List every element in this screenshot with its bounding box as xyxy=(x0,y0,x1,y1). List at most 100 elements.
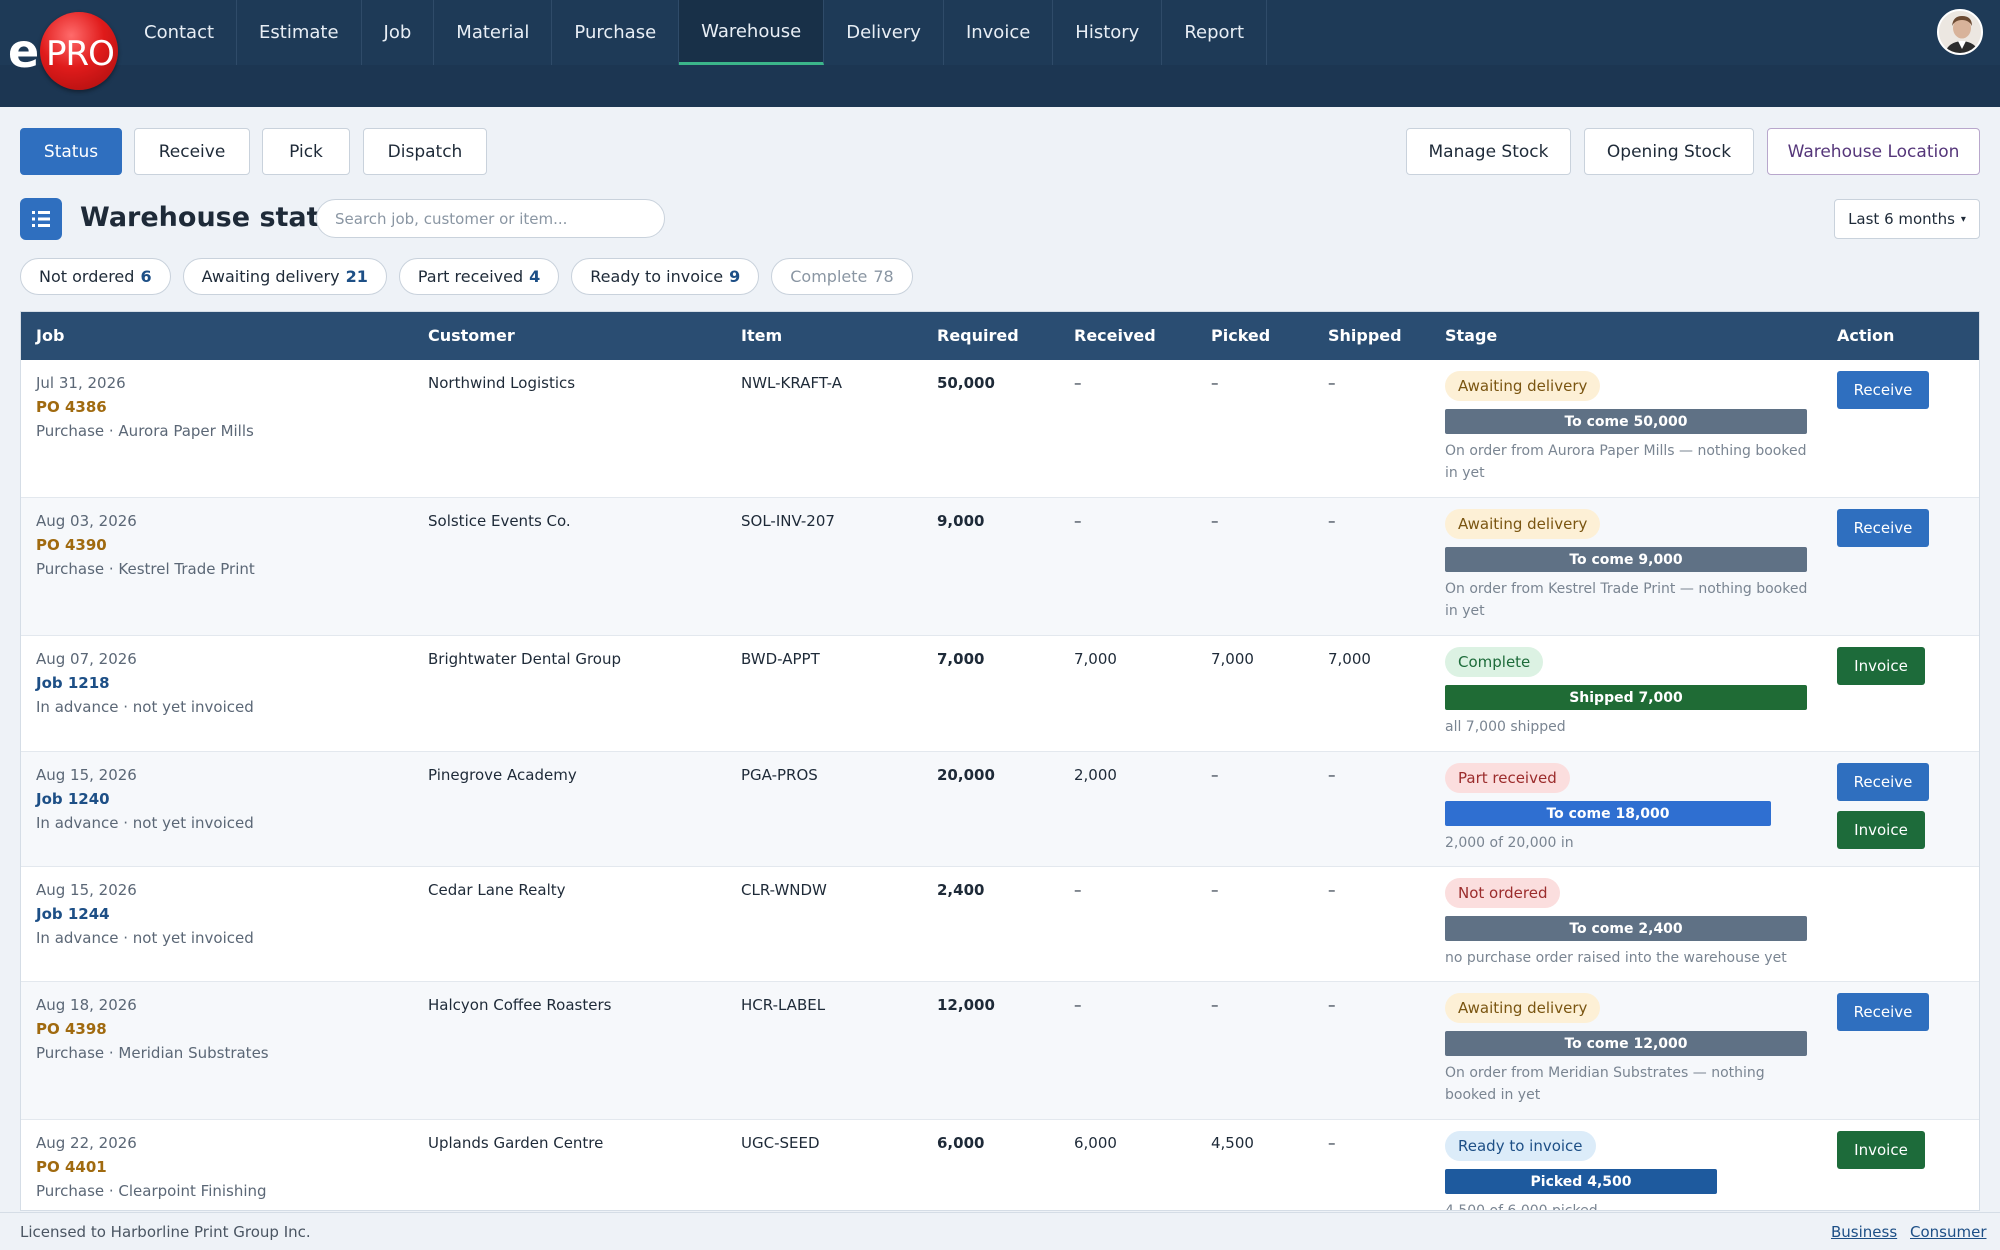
row-customer: Uplands Garden Centre xyxy=(428,1134,604,1152)
table-row[interactable]: Aug 22, 2026 PO 4401 Purchase · Clearpoi… xyxy=(21,1120,1979,1210)
row-receive-button[interactable]: Receive xyxy=(1837,763,1929,801)
business-link[interactable]: Business xyxy=(1831,1223,1898,1241)
user-avatar[interactable] xyxy=(1937,9,1983,55)
row-received: 7,000 xyxy=(1074,650,1117,668)
table-row[interactable]: Aug 18, 2026 PO 4398 Purchase · Meridian… xyxy=(21,982,1979,1120)
row-subtitle: Purchase · Kestrel Trade Print xyxy=(36,560,255,578)
row-item: UGC-SEED xyxy=(741,1134,820,1152)
stage-progress-bar: To come 18,000 xyxy=(1445,801,1771,826)
row-ref-link[interactable]: Job 1244 xyxy=(36,905,110,923)
row-shipped: – xyxy=(1328,766,1336,784)
dispatch-button[interactable]: Dispatch xyxy=(363,128,487,175)
row-ref-link[interactable]: PO 4386 xyxy=(36,398,107,416)
row-receive-button[interactable]: Receive xyxy=(1837,993,1929,1031)
row-date: Aug 18, 2026 xyxy=(36,996,137,1014)
filter-not-ordered[interactable]: Not ordered 6 xyxy=(20,258,171,295)
table-row[interactable]: Jul 31, 2026 PO 4386 Purchase · Aurora P… xyxy=(21,360,1979,498)
date-range-value: Last 6 months xyxy=(1848,210,1955,228)
row-invoice-button[interactable]: Invoice xyxy=(1837,1131,1925,1169)
table-row[interactable]: Aug 07, 2026 Job 1218 In advance · not y… xyxy=(21,636,1979,752)
filter-count: 9 xyxy=(729,267,741,286)
table-row[interactable]: Aug 15, 2026 Job 1240 In advance · not y… xyxy=(21,752,1979,867)
consumer-link[interactable]: Consumer xyxy=(1910,1223,1987,1241)
nav-history[interactable]: History xyxy=(1053,0,1163,65)
stage-badge: Awaiting delivery xyxy=(1445,509,1601,539)
column-header-received[interactable]: Received xyxy=(1074,326,1156,345)
status-button[interactable]: Status xyxy=(20,128,122,175)
row-receive-button[interactable]: Receive xyxy=(1837,509,1929,547)
date-range-select[interactable]: Last 6 months ▾ xyxy=(1834,199,1980,239)
row-shipped: – xyxy=(1328,374,1336,392)
row-invoice-button[interactable]: Invoice xyxy=(1837,811,1925,849)
stage-progress-bar: To come 9,000 xyxy=(1445,547,1807,572)
nav-contact[interactable]: Contact xyxy=(122,0,238,65)
row-ref-link[interactable]: PO 4390 xyxy=(36,536,107,554)
table-header: Job Customer Item Required Received Pick… xyxy=(21,312,1979,360)
column-header-picked[interactable]: Picked xyxy=(1211,326,1271,345)
table-row[interactable]: Aug 03, 2026 PO 4390 Purchase · Kestrel … xyxy=(21,498,1979,636)
row-item: HCR-LABEL xyxy=(741,996,826,1014)
row-ref-link[interactable]: Job 1218 xyxy=(36,674,110,692)
opening-stock-button[interactable]: Opening Stock xyxy=(1584,128,1754,175)
nav-invoice[interactable]: Invoice xyxy=(944,0,1054,65)
row-picked: – xyxy=(1211,881,1219,899)
stage-progress-bar: To come 2,400 xyxy=(1445,916,1807,941)
row-item: PGA-PROS xyxy=(741,766,818,784)
receive-button[interactable]: Receive xyxy=(134,128,250,175)
column-header-customer[interactable]: Customer xyxy=(428,326,515,345)
row-ref-link[interactable]: PO 4401 xyxy=(36,1158,107,1176)
stage-badge: Ready to invoice xyxy=(1445,1131,1596,1161)
row-picked: 7,000 xyxy=(1211,650,1254,668)
stage-badge: Awaiting delivery xyxy=(1445,371,1601,401)
warehouse-location-button[interactable]: Warehouse Location xyxy=(1767,128,1980,175)
column-header-required[interactable]: Required xyxy=(937,326,1019,345)
row-customer: Cedar Lane Realty xyxy=(428,881,566,899)
filter-awaiting-delivery[interactable]: Awaiting delivery 21 xyxy=(182,258,387,295)
column-header-job[interactable]: Job xyxy=(36,326,65,345)
main-nav: Contact Estimate Job Material Purchase W… xyxy=(122,0,1268,65)
row-received: – xyxy=(1074,881,1082,899)
column-header-item[interactable]: Item xyxy=(741,326,783,345)
stage-badge: Part received xyxy=(1445,763,1570,793)
license-text: Licensed to Harborline Print Group Inc. xyxy=(20,1223,311,1241)
row-invoice-button[interactable]: Invoice xyxy=(1837,647,1925,685)
row-date: Aug 07, 2026 xyxy=(36,650,137,668)
row-date: Aug 15, 2026 xyxy=(36,766,137,784)
pick-button[interactable]: Pick xyxy=(262,128,350,175)
stage-badge: Awaiting delivery xyxy=(1445,993,1601,1023)
nav-job[interactable]: Job xyxy=(362,0,435,65)
stage-badge: Not ordered xyxy=(1445,878,1561,908)
row-required: 50,000 xyxy=(937,374,995,392)
top-bar: e PRO Contact Estimate Job Material Purc… xyxy=(0,0,2000,107)
nav-delivery[interactable]: Delivery xyxy=(824,0,944,65)
filter-part-received[interactable]: Part received 4 xyxy=(398,258,560,295)
manage-stock-button[interactable]: Manage Stock xyxy=(1406,128,1571,175)
epro-logo[interactable]: e PRO xyxy=(6,10,118,90)
stage-progress-bar: To come 12,000 xyxy=(1445,1031,1807,1056)
filter-complete[interactable]: Complete 78 xyxy=(771,258,913,295)
row-subtitle: In advance · not yet invoiced xyxy=(36,698,254,716)
row-date: Jul 31, 2026 xyxy=(36,374,126,392)
row-ref-link[interactable]: Job 1240 xyxy=(36,790,110,808)
nav-estimate[interactable]: Estimate xyxy=(237,0,362,65)
row-receive-button[interactable]: Receive xyxy=(1837,371,1929,409)
row-picked: – xyxy=(1211,374,1219,392)
search-input[interactable] xyxy=(316,199,665,238)
filter-label: Part received xyxy=(417,267,524,286)
row-customer: Northwind Logistics xyxy=(428,374,576,392)
column-header-shipped[interactable]: Shipped xyxy=(1328,326,1402,345)
row-subtitle: Purchase · Meridian Substrates xyxy=(36,1044,269,1062)
nav-warehouse[interactable]: Warehouse xyxy=(679,0,825,65)
filter-count: 6 xyxy=(140,267,152,286)
nav-material[interactable]: Material xyxy=(434,0,553,65)
column-header-stage[interactable]: Stage xyxy=(1445,326,1498,345)
nav-purchase[interactable]: Purchase xyxy=(552,0,680,65)
column-header-action[interactable]: Action xyxy=(1837,326,1895,345)
filter-ready-to-invoice[interactable]: Ready to invoice 9 xyxy=(571,258,760,295)
table-row[interactable]: Aug 15, 2026 Job 1244 In advance · not y… xyxy=(21,867,1979,982)
warehouse-table: Job Customer Item Required Received Pick… xyxy=(20,311,1980,1211)
row-ref-link[interactable]: PO 4398 xyxy=(36,1020,107,1038)
row-required: 2,400 xyxy=(937,881,985,899)
logo-text: PRO xyxy=(46,34,115,74)
nav-report[interactable]: Report xyxy=(1162,0,1268,65)
